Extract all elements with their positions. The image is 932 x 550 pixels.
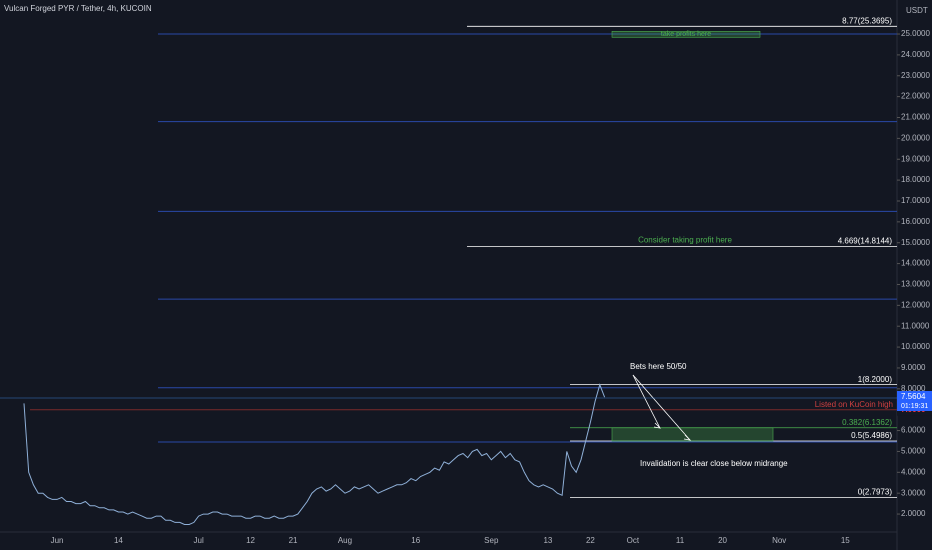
level-label: 4.669(14.8144): [838, 237, 893, 246]
last-price-label: 7.5604: [901, 392, 926, 401]
y-tick-label: 22.0000: [901, 92, 930, 101]
entry-box: [611, 427, 774, 442]
x-tick-label: Nov: [772, 536, 786, 545]
y-tick-label: 11.0000: [901, 321, 930, 330]
annotation: Bets here 50/50: [630, 362, 687, 371]
y-tick-label: 21.0000: [901, 113, 930, 122]
arrowhead: [653, 422, 662, 429]
x-tick-label: Aug: [338, 536, 352, 545]
arrow: [632, 374, 661, 429]
level-label: 1(8.2000): [858, 375, 893, 384]
y-tick-label: 23.0000: [901, 71, 930, 80]
annotation: take profits here: [661, 31, 711, 38]
annotation: Invalidation is clear close below midran…: [640, 459, 788, 468]
y-tick-label: 13.0000: [901, 280, 930, 289]
x-tick-label: Sep: [484, 536, 499, 545]
y-tick-label: 8.0000: [901, 384, 926, 393]
x-tick-label: 15: [841, 536, 850, 545]
take-profit-box: [611, 31, 761, 38]
x-tick-label: Jul: [194, 536, 204, 545]
x-tick-label: 13: [543, 536, 552, 545]
currency: USDT: [906, 6, 928, 15]
level-label: 0.5(5.4986): [851, 431, 892, 440]
y-tick-label: 19.0000: [901, 154, 930, 163]
y-tick-label: 25.0000: [901, 29, 930, 38]
x-tick-label: 14: [114, 536, 123, 545]
annotation: Consider taking profit here: [638, 236, 732, 245]
last-price-tag: [897, 391, 932, 412]
y-tick-label: 14.0000: [901, 259, 930, 268]
level-label: 8.77(25.3695): [842, 16, 892, 25]
countdown: 01:19:31: [901, 403, 928, 410]
x-tick-label: 12: [246, 536, 255, 545]
y-tick-label: 9.0000: [901, 363, 926, 372]
kucoin-high-text: Listed on KuCoin high: [815, 400, 893, 409]
y-tick-label: 18.0000: [901, 175, 930, 184]
y-tick-label: 20.0000: [901, 133, 930, 142]
y-tick-label: 12.0000: [901, 300, 930, 309]
y-tick-label: 6.0000: [901, 426, 926, 435]
price-line: [23, 383, 606, 525]
chart-title: Vulcan Forged PYR / Tether, 4h, KUCOIN: [4, 4, 152, 13]
level-label: 0(2.7973): [858, 488, 893, 497]
y-tick-label: 5.0000: [901, 447, 926, 456]
y-tick-label: 3.0000: [901, 488, 926, 497]
x-tick-label: 22: [586, 536, 595, 545]
y-tick-label: 4.0000: [901, 467, 926, 476]
y-tick-label: 10.0000: [901, 342, 930, 351]
y-tick-label: 17.0000: [901, 196, 930, 205]
x-tick-label: Oct: [627, 536, 640, 545]
arrowhead: [683, 434, 692, 441]
y-tick-label: 15.0000: [901, 238, 930, 247]
x-tick-label: 20: [718, 536, 727, 545]
y-tick-label: 2.0000: [901, 509, 926, 518]
arrow: [632, 374, 691, 441]
y-tick-label: 16.0000: [901, 217, 930, 226]
x-tick-label: 11: [676, 536, 685, 545]
x-tick-label: Jun: [51, 536, 64, 545]
x-tick-label: 21: [289, 536, 298, 545]
x-tick-label: 16: [411, 536, 420, 545]
y-tick-label: 24.0000: [901, 50, 930, 59]
level-label: 0.382(6.1362): [842, 418, 892, 427]
